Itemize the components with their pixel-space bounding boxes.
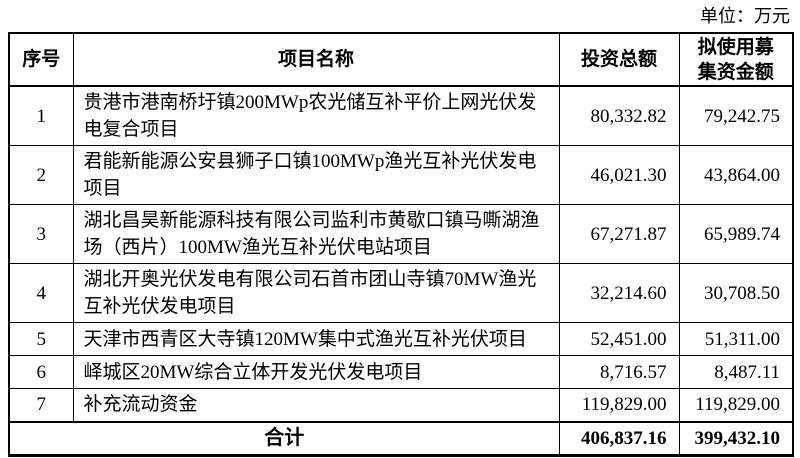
header-project-name: 项目名称 <box>72 32 560 87</box>
row-index-cell: 2 <box>8 145 74 205</box>
header-row: 序号 项目名称 投资总额 拟使用募 集资金额 <box>8 32 794 87</box>
project-name-cell: 湖北昌昊新能源科技有限公司监利市黄歇口镇马嘶湖渔场（西片）100MW渔光互补光伏… <box>72 204 560 264</box>
table-row: 6 峄城区20MW综合立体开发光伏发电项目 8,716.57 8,487.11 <box>8 355 794 389</box>
table-row: 3 湖北昌昊新能源科技有限公司监利市黄歇口镇马嘶湖渔场（西片）100MW渔光互补… <box>8 204 794 264</box>
investment-amount-cell: 119,829.00 <box>558 388 680 422</box>
raised-funds-cell: 65,989.74 <box>678 204 794 264</box>
investment-amount-cell: 67,271.87 <box>558 204 680 264</box>
row-index-cell: 7 <box>8 388 74 422</box>
table-header: 序号 项目名称 投资总额 拟使用募 集资金额 <box>8 32 794 87</box>
total-row: 合计 406,837.16 399,432.10 <box>8 420 794 456</box>
table-row: 7 补充流动资金 119,829.00 119,829.00 <box>8 388 794 422</box>
project-name-cell: 君能新能源公安县狮子口镇100MWp渔光互补光伏发电项目 <box>72 145 560 205</box>
row-index-cell: 6 <box>8 355 74 389</box>
project-name-cell: 补充流动资金 <box>72 388 560 422</box>
project-name-cell: 湖北开奥光伏发电有限公司石首市团山寺镇70MW渔光互补光伏发电项目 <box>72 263 560 323</box>
raised-funds-cell: 79,242.75 <box>678 85 794 146</box>
total-investment-cell: 406,837.16 <box>558 420 680 456</box>
project-name-cell: 贵港市港南桥圩镇200MWp农光储互补平价上网光伏发电复合项目 <box>72 85 560 146</box>
header-total-investment: 投资总额 <box>558 32 680 87</box>
raised-funds-cell: 119,829.00 <box>678 388 794 422</box>
raised-funds-cell: 43,864.00 <box>678 145 794 205</box>
unit-label: 单位：万元 <box>700 6 790 26</box>
header-raised-funds: 拟使用募 集资金额 <box>678 32 794 87</box>
investment-amount-cell: 46,021.30 <box>558 145 680 205</box>
project-name-cell: 峄城区20MW综合立体开发光伏发电项目 <box>72 355 560 389</box>
total-label-cell: 合计 <box>8 420 560 456</box>
row-index-cell: 1 <box>8 85 74 146</box>
table-row: 2 君能新能源公安县狮子口镇100MWp渔光互补光伏发电项目 46,021.30… <box>8 145 794 205</box>
project-name-cell: 天津市西青区大寺镇120MW集中式渔光互补光伏项目 <box>72 322 560 356</box>
header-index: 序号 <box>8 32 74 87</box>
row-index-cell: 3 <box>8 204 74 264</box>
raised-funds-cell: 8,487.11 <box>678 355 794 389</box>
investment-amount-cell: 8,716.57 <box>558 355 680 389</box>
investment-amount-cell: 32,214.60 <box>558 263 680 323</box>
row-index-cell: 4 <box>8 263 74 323</box>
fundraising-projects-table: 序号 项目名称 投资总额 拟使用募 集资金额 1 贵港市港南桥圩镇200MWp农… <box>8 32 794 457</box>
table-row: 5 天津市西青区大寺镇120MW集中式渔光互补光伏项目 52,451.00 51… <box>8 322 794 356</box>
raised-funds-cell: 51,311.00 <box>678 322 794 356</box>
raised-funds-cell: 30,708.50 <box>678 263 794 323</box>
investment-amount-cell: 52,451.00 <box>558 322 680 356</box>
table-body: 1 贵港市港南桥圩镇200MWp农光储互补平价上网光伏发电复合项目 80,332… <box>8 85 794 456</box>
row-index-cell: 5 <box>8 322 74 356</box>
investment-amount-cell: 80,332.82 <box>558 85 680 146</box>
total-raised-funds-cell: 399,432.10 <box>678 420 794 456</box>
table-row: 4 湖北开奥光伏发电有限公司石首市团山寺镇70MW渔光互补光伏发电项目 32,2… <box>8 263 794 323</box>
table-row: 1 贵港市港南桥圩镇200MWp农光储互补平价上网光伏发电复合项目 80,332… <box>8 85 794 146</box>
